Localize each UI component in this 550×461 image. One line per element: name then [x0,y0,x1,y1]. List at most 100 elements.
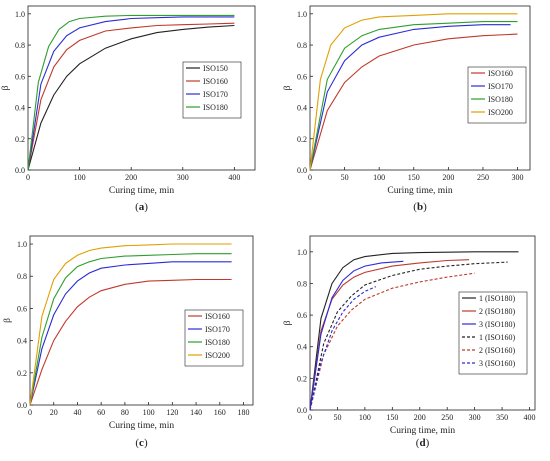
x-axis-label: Curing time, min [109,186,174,196]
legend-entry: ISO170 [488,82,513,91]
series-line-iso150 [27,24,235,171]
y-tick-label: 0.4 [15,104,25,113]
series-line-iso170 [309,24,511,171]
x-tick-label: 300 [512,173,524,182]
legend-entry: ISO180 [488,95,513,104]
x-tick-label: 160 [214,408,226,417]
y-tick-label: 0.0 [15,166,25,175]
series-line-1-iso160 [309,261,508,411]
plot-frame [29,235,254,406]
legend-box [184,309,244,367]
legend-entry: 1 (ISO180) [479,294,516,303]
y-tick-label: 0.0 [297,406,307,415]
y-tick-label: 0.4 [297,104,307,113]
x-tick-label: 20 [50,408,58,417]
series-line-iso160 [309,33,518,171]
x-tick-label: 0 [308,413,312,422]
series-line-iso180 [27,14,235,171]
series-line-iso160 [27,22,235,171]
x-tick-label: 80 [121,408,129,417]
y-tick-label: 0.6 [297,311,307,320]
y-tick-label: 0.6 [17,304,27,313]
legend-entry: ISO180 [203,103,228,112]
x-tick-label: 400 [228,173,240,182]
x-axis-label: Curing time, min [387,186,452,196]
legend-entry: ISO170 [205,325,230,334]
legend-box [458,291,528,375]
y-tick-label: 0.2 [297,135,307,144]
x-tick-label: 250 [441,413,453,422]
legend-entry: 1 (ISO160) [479,333,516,342]
x-tick-label: 40 [73,408,81,417]
x-tick-label: 0 [308,173,312,182]
legend-entry: ISO180 [205,338,230,347]
legend-entry: ISO160 [488,69,513,78]
legend-entry: ISO200 [205,351,230,360]
series-line-iso200 [29,243,232,406]
x-axis-label: Curing time, min [109,421,174,431]
panel-label: (c) [135,437,148,449]
plot-frame [27,5,256,171]
x-tick-label: 100 [373,173,385,182]
y-axis-label: β [283,85,293,90]
y-tick-label: 0.6 [297,72,307,81]
y-tick-label: 0.4 [17,337,27,346]
legend-entry: 2 (ISO160) [479,346,516,355]
legend-entry: ISO200 [488,108,513,117]
y-tick-label: 1.0 [17,240,27,249]
y-tick-label: 0.4 [297,343,307,352]
x-tick-label: 200 [442,173,454,182]
x-tick-label: 50 [341,173,349,182]
series-line-iso170 [29,261,232,406]
x-tick-label: 60 [97,408,105,417]
y-axis-label: β [3,318,13,323]
y-tick-label: 1.0 [297,10,307,19]
x-tick-label: 100 [74,173,86,182]
series-line-3-iso180 [309,260,404,411]
y-tick-label: 0.2 [17,369,27,378]
x-tick-label: 300 [469,413,481,422]
legend: ISO160 ISO170 ISO180 ISO200 [184,309,244,367]
legend-entry: ISO160 [203,77,228,86]
x-tick-label: 150 [408,173,420,182]
y-tick-label: 0.8 [15,41,25,50]
panel-label: (a) [135,201,148,213]
legend-entry: ISO170 [203,90,228,99]
x-tick-label: 400 [524,413,536,422]
y-tick-label: 0.0 [17,401,27,410]
y-axis-label: β [283,320,293,325]
y-tick-label: 1.0 [15,10,25,19]
x-axis-label: Curing time, min [390,426,455,436]
chart-panel-c: 0 20 40 60 80 100 120 140 160 180 0.0 0.2 0.4 0.6 0.8 1… [3,235,254,449]
series-line-iso180 [29,253,232,406]
panel-label: (d) [416,437,430,449]
legend-entry: ISO150 [203,64,228,73]
y-tick-label: 0.0 [297,166,307,175]
legend: 1 (ISO180) 2 (ISO180) 3 (ISO180) 1 (ISO160)… [458,291,528,375]
x-tick-label: 140 [190,408,202,417]
x-tick-label: 100 [143,408,155,417]
series-line-1-iso180 [309,251,519,411]
y-tick-label: 0.8 [17,272,27,281]
y-tick-label: 0.8 [297,41,307,50]
legend-box [182,61,242,119]
plot-frame [309,235,536,411]
x-tick-label: 120 [166,408,178,417]
x-tick-label: 300 [177,173,189,182]
series-line-iso170 [27,16,235,171]
legend-box [467,66,527,124]
series-line-2-iso180 [309,259,470,411]
y-axis-label: β [1,85,11,90]
panel-label: (b) [413,201,427,213]
x-tick-label: 0 [28,408,32,417]
legend-entry: ISO160 [205,312,230,321]
x-tick-label: 250 [477,173,489,182]
series-line-iso180 [309,21,518,171]
plot-frame [309,5,531,171]
x-tick-label: 0 [26,173,30,182]
chart-panel-b: 0 50 100 150 200 250 300 0.0 0.2 0.4 0.6 0.8 1.0 Curi… [283,5,531,213]
legend: ISO160 ISO170 ISO180 ISO200 [467,66,527,124]
x-tick-label: 150 [386,413,398,422]
legend: ISO150 ISO160 ISO170 ISO180 [182,61,242,119]
y-tick-label: 1.0 [297,248,307,257]
